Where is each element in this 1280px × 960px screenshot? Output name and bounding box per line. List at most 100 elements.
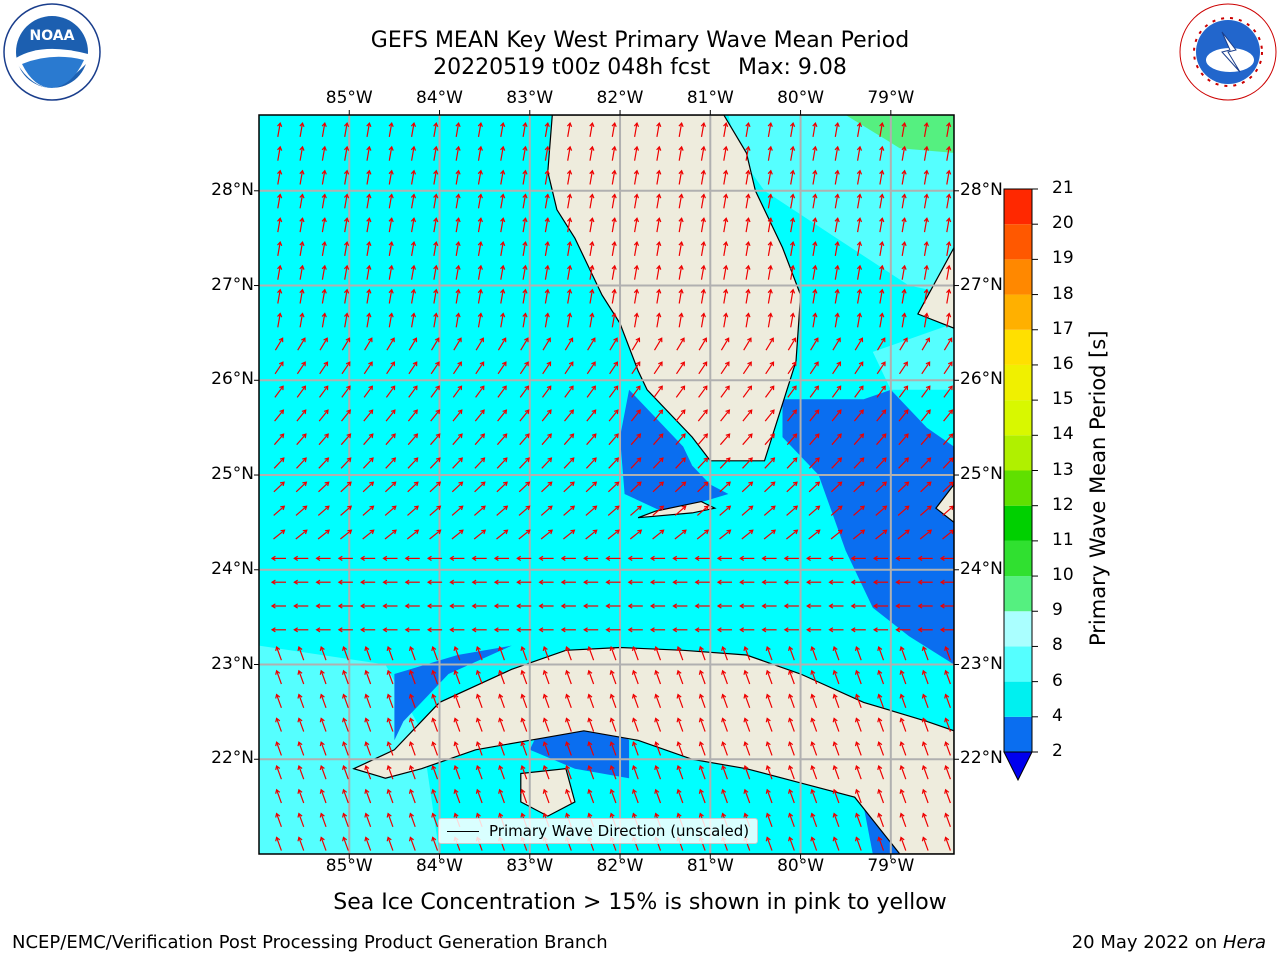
wave-arrow-shaft — [541, 481, 553, 493]
wave-arrow-head — [605, 627, 611, 633]
wave-arrow-head — [299, 193, 305, 199]
wave-arrow-shaft — [652, 505, 664, 516]
wave-arrow-shaft — [834, 218, 839, 233]
wave-arrow-head — [565, 764, 571, 771]
wave-arrow-head — [881, 361, 886, 367]
wave-arrow-head — [542, 717, 548, 723]
wave-arrow-shaft — [854, 361, 864, 375]
wave-arrow-head — [856, 145, 863, 151]
wave-arrow-shaft — [857, 313, 861, 328]
wave-arrow-shaft — [876, 385, 886, 398]
wave-arrow-head — [587, 812, 593, 818]
wave-arrow-head — [569, 409, 575, 415]
wave-arrow-head — [856, 169, 863, 175]
wave-arrow-head — [319, 836, 325, 842]
wave-arrow-head — [279, 481, 285, 487]
wave-arrow-shaft — [499, 670, 505, 685]
wave-arrow-head — [877, 812, 883, 818]
wave-arrow-shaft — [923, 194, 928, 209]
wave-arrow-shaft — [879, 146, 883, 161]
wave-arrow-shaft — [722, 694, 728, 709]
wave-arrow-head — [939, 603, 945, 609]
wave-arrow-head — [388, 169, 394, 175]
wave-arrow-head — [388, 312, 394, 318]
wave-arrow-shaft — [453, 361, 462, 375]
wave-arrow-head — [477, 217, 483, 223]
wave-arrow-head — [321, 288, 327, 294]
wave-arrow-head — [879, 217, 885, 223]
wave-arrow-shaft — [519, 433, 530, 446]
wave-arrow-shaft — [589, 146, 593, 161]
wave-arrow-head — [854, 788, 860, 794]
wave-arrow-head — [923, 193, 929, 199]
wave-arrow-head — [589, 240, 595, 247]
wave-arrow-head — [761, 579, 767, 585]
wave-arrow-head — [587, 645, 593, 652]
wave-arrow-head — [879, 169, 885, 175]
wave-arrow-head — [765, 836, 771, 842]
wave-arrow-head — [702, 361, 708, 367]
wave-arrow-shaft — [788, 646, 795, 661]
wave-arrow-head — [566, 240, 573, 247]
wave-arrow-shaft — [543, 741, 550, 756]
wave-arrow-shaft — [832, 337, 841, 351]
wave-arrow-shaft — [589, 122, 593, 138]
wave-arrow-shaft — [342, 670, 349, 685]
wave-arrow-shaft — [945, 837, 951, 851]
wave-arrow-shaft — [366, 313, 370, 328]
wave-arrow-head — [319, 669, 325, 675]
wave-arrow-head — [828, 555, 834, 562]
wave-arrow-shaft — [341, 385, 351, 398]
wave-arrow-head — [433, 193, 439, 199]
wave-arrow-head — [277, 312, 283, 318]
wave-arrow-head — [725, 433, 731, 439]
wave-arrow-head — [343, 121, 350, 128]
map-frame — [258, 114, 955, 855]
wave-arrow-shaft — [453, 337, 462, 351]
colorbar — [254, 110, 1038, 859]
wave-arrow-head — [275, 812, 281, 818]
colorbar-segment — [1004, 540, 1032, 577]
wave-arrow-head — [299, 264, 305, 270]
wave-arrow-shaft — [521, 741, 528, 756]
band-short-nw-cuba — [394, 645, 512, 741]
colorbar-tick-label: 16 — [1052, 353, 1074, 374]
wave-arrow-shaft — [632, 718, 639, 732]
wave-arrow-head — [834, 121, 840, 128]
wave-arrow-shaft — [589, 218, 593, 233]
wave-arrow-shaft — [274, 361, 284, 375]
wave-arrow-head — [413, 433, 419, 439]
wave-arrow-shaft — [586, 385, 596, 398]
wave-arrow-head — [656, 169, 662, 175]
wave-arrow-head — [547, 505, 553, 511]
wave-arrow-head — [275, 645, 281, 652]
wave-arrow-head — [698, 645, 704, 652]
wave-arrow-head — [672, 627, 678, 633]
wave-arrow-head — [882, 505, 888, 511]
wave-arrow-shaft — [900, 741, 907, 756]
wave-arrow-head — [455, 145, 461, 151]
wave-arrow-head — [455, 217, 461, 223]
wave-arrow-head — [569, 433, 575, 439]
lon-tick-label-bottom: 84°W — [416, 856, 463, 876]
wave-arrow-head — [589, 145, 595, 151]
wave-arrow-head — [944, 645, 950, 652]
wave-arrow-head — [698, 693, 704, 699]
wave-arrow-shaft — [811, 837, 818, 851]
wave-arrow-head — [810, 812, 816, 818]
wave-arrow-head — [656, 193, 662, 199]
wave-arrow-head — [297, 788, 303, 794]
wave-arrow-shaft — [900, 813, 907, 828]
wave-arrow-shaft — [299, 146, 304, 161]
wave-arrow-head — [366, 264, 372, 270]
wave-arrow-shaft — [900, 670, 907, 685]
wave-arrow-head — [678, 121, 684, 128]
wave-arrow-head — [923, 217, 929, 223]
wave-arrow-head — [925, 385, 931, 391]
wave-arrow-shaft — [385, 385, 396, 398]
wave-arrow-shaft — [811, 789, 818, 804]
wave-arrow-shaft — [497, 409, 507, 422]
wave-arrow-shaft — [477, 265, 482, 280]
wave-arrow-shaft — [830, 529, 843, 540]
wave-arrow-shaft — [831, 385, 842, 398]
